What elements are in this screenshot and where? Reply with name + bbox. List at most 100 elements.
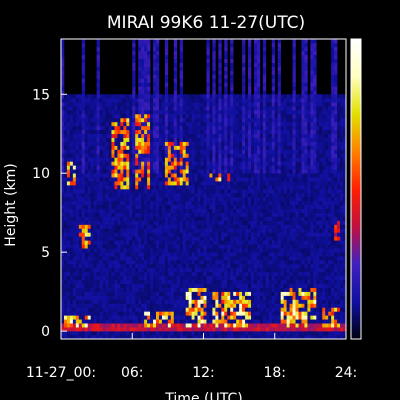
heatmap-cell: [129, 153, 133, 158]
heatmap-cell: [182, 212, 186, 217]
heatmap-cell: [230, 244, 234, 249]
heatmap-cell: [153, 212, 157, 217]
heatmap-cell: [96, 224, 100, 229]
heatmap-cell: [138, 224, 142, 229]
heatmap-cell: [105, 129, 109, 135]
heatmap-cell: [277, 283, 281, 288]
heatmap-cell: [105, 216, 109, 221]
heatmap-cell: [197, 192, 201, 198]
heatmap-cell: [206, 114, 210, 119]
heatmap-cell: [170, 169, 175, 174]
heatmap-cell: [274, 153, 279, 158]
heatmap-cell: [87, 323, 91, 328]
heatmap-cell: [72, 169, 77, 174]
heatmap-cell: [105, 145, 109, 150]
heatmap-cell: [129, 252, 133, 257]
heatmap-cell: [93, 153, 97, 158]
heatmap-cell: [72, 137, 77, 142]
heatmap-cell: [191, 271, 195, 277]
heatmap-cell: [150, 224, 154, 229]
heatmap-cell: [179, 323, 184, 328]
heatmap-cell: [271, 307, 276, 312]
heatmap-cell: [271, 331, 276, 336]
heatmap-cell: [93, 114, 97, 119]
heatmap-cell: [132, 279, 136, 285]
heatmap-cell: [274, 311, 279, 316]
heatmap-cell: [156, 224, 160, 229]
heatmap-cell: [262, 129, 267, 135]
heatmap-cell: [262, 42, 267, 48]
heatmap-cell: [179, 267, 184, 273]
heatmap-cell: [96, 200, 100, 206]
heatmap-cell: [147, 224, 151, 229]
heatmap-cell: [173, 192, 178, 198]
heatmap-cell: [265, 232, 270, 237]
heatmap-cell: [66, 299, 71, 304]
heatmap-cell: [280, 114, 284, 119]
heatmap-cell: [161, 110, 166, 115]
heatmap-cell: [212, 42, 216, 48]
heatmap-cell: [135, 102, 139, 107]
heatmap-cell: [114, 240, 118, 245]
heatmap-cell: [164, 327, 169, 332]
heatmap-cell: [66, 224, 71, 229]
heatmap-cell: [102, 331, 106, 336]
heatmap-cell: [141, 129, 145, 135]
heatmap-cell: [141, 204, 145, 210]
heatmap-cell: [84, 279, 89, 285]
heatmap-cell: [161, 185, 166, 190]
heatmap-cell: [185, 106, 189, 111]
heatmap-cell: [277, 145, 281, 150]
heatmap-cell: [123, 295, 127, 300]
heatmap-cell: [265, 157, 270, 162]
heatmap-cell: [96, 110, 100, 115]
heatmap-cell: [274, 244, 279, 249]
heatmap-cell: [164, 212, 169, 217]
heatmap-cell: [93, 287, 97, 292]
heatmap-cell: [93, 271, 97, 277]
heatmap-cell: [253, 137, 258, 142]
heatmap-cell: [132, 327, 136, 332]
heatmap-cell: [242, 271, 246, 277]
heatmap-cell: [233, 208, 237, 213]
heatmap-cell: [265, 185, 270, 190]
heatmap-cell: [233, 161, 237, 166]
heatmap-cell: [108, 327, 112, 332]
heatmap-cell: [90, 141, 94, 146]
heatmap-cell: [233, 283, 237, 288]
heatmap-cell: [161, 208, 166, 213]
heatmap-cell: [230, 110, 234, 115]
heatmap-cell: [72, 307, 77, 312]
heatmap-cell: [105, 319, 109, 324]
heatmap-cell: [81, 267, 86, 273]
heatmap-cell: [84, 133, 89, 138]
heatmap-cell: [203, 129, 207, 135]
heatmap-cell: [144, 70, 148, 75]
heatmap-cell: [256, 181, 261, 186]
heatmap-cell: [66, 157, 71, 162]
heatmap-cell: [245, 228, 249, 233]
heatmap-cell: [147, 275, 151, 281]
heatmap-cell: [173, 307, 178, 312]
heatmap-cell: [96, 42, 100, 48]
heatmap-cell: [66, 121, 71, 127]
heatmap-cell: [132, 74, 136, 79]
heatmap-cell: [188, 236, 192, 241]
heatmap-cell: [256, 74, 261, 79]
heatmap-cell: [245, 145, 249, 150]
heatmap-cell: [117, 145, 121, 150]
heatmap-cell: [81, 299, 86, 304]
heatmap-cell: [61, 145, 65, 150]
heatmap-cell: [90, 315, 94, 320]
heatmap-cell: [173, 208, 178, 213]
heatmap-cell: [176, 102, 181, 107]
heatmap-cell: [176, 323, 181, 328]
heatmap-cell: [185, 165, 189, 170]
heatmap-cell: [93, 129, 97, 135]
heatmap-cell: [150, 307, 154, 312]
heatmap-cell: [188, 228, 192, 233]
heatmap-cell: [185, 200, 189, 206]
heatmap-cell: [197, 260, 201, 265]
heatmap-cell: [268, 114, 273, 119]
heatmap-cell: [96, 102, 100, 107]
